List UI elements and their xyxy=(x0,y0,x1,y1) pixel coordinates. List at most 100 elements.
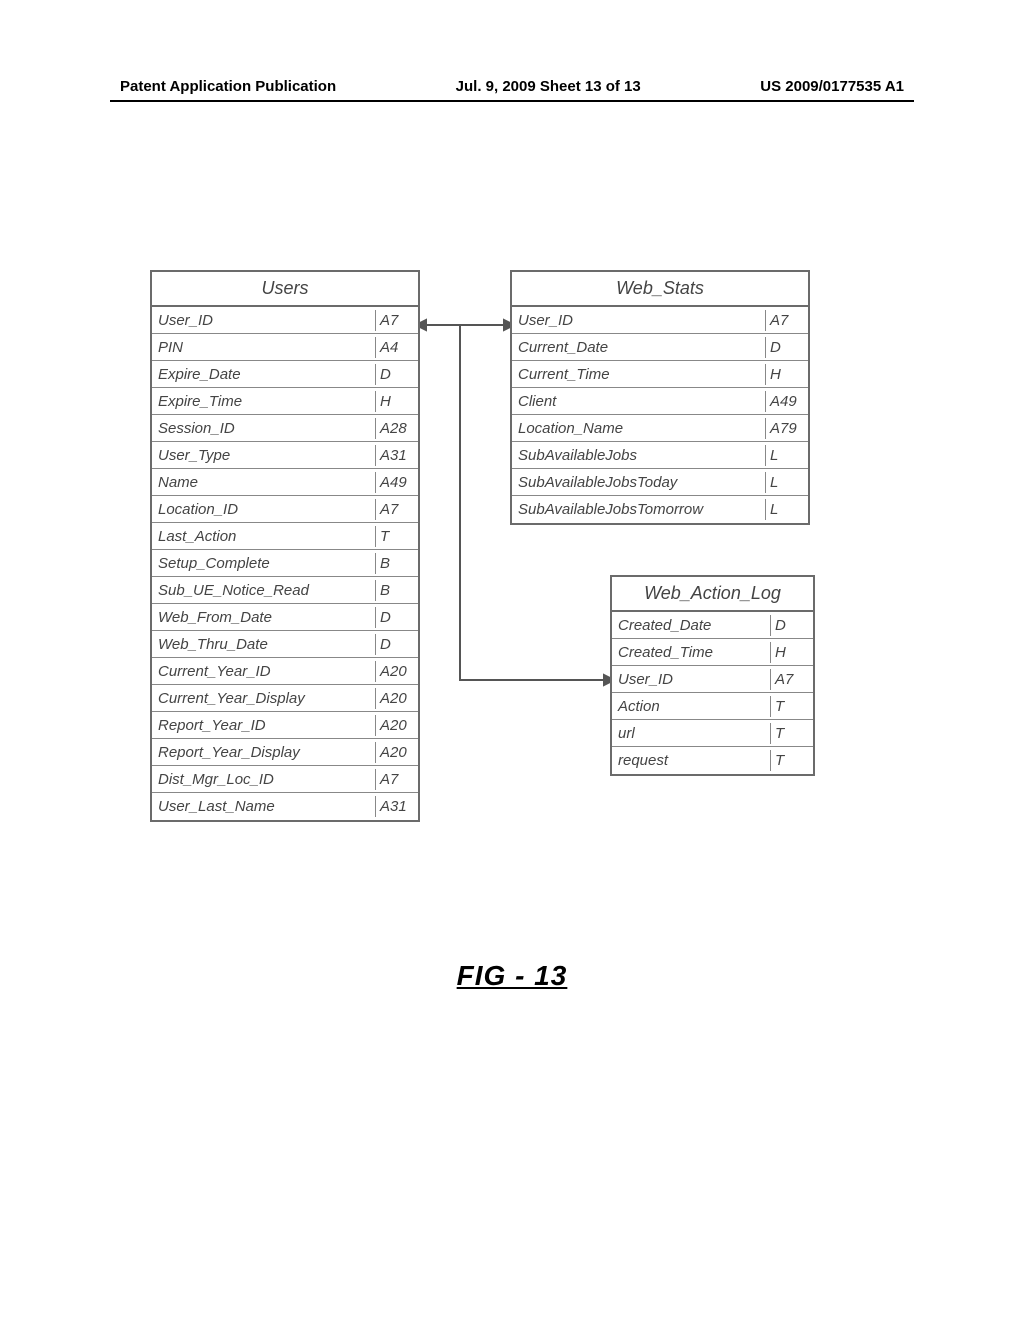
field-type: A7 xyxy=(771,669,813,690)
entity-title: Users xyxy=(152,272,418,307)
entity-row: Web_Thru_DateD xyxy=(152,631,418,658)
field-name: Sub_UE_Notice_Read xyxy=(152,580,376,601)
field-name: Web_From_Date xyxy=(152,607,376,628)
field-name: url xyxy=(612,723,771,744)
field-name: Current_Year_ID xyxy=(152,661,376,682)
field-name: PIN xyxy=(152,337,376,358)
field-name: Report_Year_ID xyxy=(152,715,376,736)
header-center: Jul. 9, 2009 Sheet 13 of 13 xyxy=(456,78,641,95)
field-type: A49 xyxy=(766,391,808,412)
entity-row: Sub_UE_Notice_ReadB xyxy=(152,577,418,604)
field-name: User_Last_Name xyxy=(152,796,376,817)
field-type: T xyxy=(376,526,418,547)
entity-row: User_TypeA31 xyxy=(152,442,418,469)
field-name: User_ID xyxy=(152,310,376,331)
field-name: Action xyxy=(612,696,771,717)
header-rule xyxy=(110,100,914,102)
field-name: Expire_Date xyxy=(152,364,376,385)
field-name: Setup_Complete xyxy=(152,553,376,574)
entity-row: Report_Year_DisplayA20 xyxy=(152,739,418,766)
field-type: A7 xyxy=(376,310,418,331)
entity-row: Last_ActionT xyxy=(152,523,418,550)
entity-row: User_Last_NameA31 xyxy=(152,793,418,820)
entity-row: PINA4 xyxy=(152,334,418,361)
field-name: User_ID xyxy=(612,669,771,690)
entity-row: Location_IDA7 xyxy=(152,496,418,523)
field-type: B xyxy=(376,553,418,574)
entity-row: ActionT xyxy=(612,693,813,720)
entity-users: UsersUser_IDA7PINA4Expire_DateDExpire_Ti… xyxy=(150,270,420,822)
entity-row: NameA49 xyxy=(152,469,418,496)
entity-row: Created_DateD xyxy=(612,612,813,639)
field-name: Created_Date xyxy=(612,615,771,636)
entity-title: Web_Stats xyxy=(512,272,808,307)
field-type: A7 xyxy=(766,310,808,331)
field-name: Created_Time xyxy=(612,642,771,663)
field-type: T xyxy=(771,750,813,771)
entity-web-action-log: Web_Action_LogCreated_DateDCreated_TimeH… xyxy=(610,575,815,776)
field-type: H xyxy=(376,391,418,412)
field-name: Current_Time xyxy=(512,364,766,385)
field-type: L xyxy=(766,472,808,493)
entity-row: Dist_Mgr_Loc_IDA7 xyxy=(152,766,418,793)
field-type: D xyxy=(376,607,418,628)
field-name: Expire_Time xyxy=(152,391,376,412)
entity-row: Expire_DateD xyxy=(152,361,418,388)
field-type: H xyxy=(766,364,808,385)
field-type: A7 xyxy=(376,499,418,520)
field-type: D xyxy=(771,615,813,636)
entity-row: User_IDA7 xyxy=(612,666,813,693)
field-name: SubAvailableJobs xyxy=(512,445,766,466)
entity-title: Web_Action_Log xyxy=(612,577,813,612)
field-type: A49 xyxy=(376,472,418,493)
figure-label: FIG - 13 xyxy=(0,960,1024,992)
field-type: H xyxy=(771,642,813,663)
field-name: Location_ID xyxy=(152,499,376,520)
header-right: US 2009/0177535 A1 xyxy=(760,78,904,95)
entity-row: requestT xyxy=(612,747,813,774)
field-type: L xyxy=(766,499,808,520)
field-type: A31 xyxy=(376,445,418,466)
entity-row: Session_IDA28 xyxy=(152,415,418,442)
field-name: request xyxy=(612,750,771,771)
field-name: Client xyxy=(512,391,766,412)
entity-row: Current_DateD xyxy=(512,334,808,361)
field-name: Name xyxy=(152,472,376,493)
field-name: Location_Name xyxy=(512,418,766,439)
entity-row: Current_TimeH xyxy=(512,361,808,388)
field-type: D xyxy=(766,337,808,358)
field-name: Web_Thru_Date xyxy=(152,634,376,655)
field-type: D xyxy=(376,634,418,655)
field-name: Report_Year_Display xyxy=(152,742,376,763)
field-name: SubAvailableJobsTomorrow xyxy=(512,499,766,520)
field-type: T xyxy=(771,723,813,744)
entity-row: Created_TimeH xyxy=(612,639,813,666)
field-name: Dist_Mgr_Loc_ID xyxy=(152,769,376,790)
field-name: Current_Year_Display xyxy=(152,688,376,709)
entity-row: Setup_CompleteB xyxy=(152,550,418,577)
field-type: D xyxy=(376,364,418,385)
entity-row: Expire_TimeH xyxy=(152,388,418,415)
entity-web-stats: Web_StatsUser_IDA7Current_DateDCurrent_T… xyxy=(510,270,810,525)
field-name: User_Type xyxy=(152,445,376,466)
entity-row: SubAvailableJobsL xyxy=(512,442,808,469)
field-type: B xyxy=(376,580,418,601)
field-name: User_ID xyxy=(512,310,766,331)
field-type: A20 xyxy=(376,715,418,736)
field-type: A20 xyxy=(376,742,418,763)
entity-row: ClientA49 xyxy=(512,388,808,415)
page-header: Patent Application Publication Jul. 9, 2… xyxy=(0,78,1024,95)
entity-row: SubAvailableJobsTomorrowL xyxy=(512,496,808,523)
field-name: SubAvailableJobsToday xyxy=(512,472,766,493)
entity-row: Web_From_DateD xyxy=(152,604,418,631)
entity-row: Report_Year_IDA20 xyxy=(152,712,418,739)
field-name: Session_ID xyxy=(152,418,376,439)
entity-row: User_IDA7 xyxy=(152,307,418,334)
field-type: A7 xyxy=(376,769,418,790)
field-name: Last_Action xyxy=(152,526,376,547)
entity-row: SubAvailableJobsTodayL xyxy=(512,469,808,496)
entity-row: Location_NameA79 xyxy=(512,415,808,442)
entity-row: urlT xyxy=(612,720,813,747)
entity-row: Current_Year_DisplayA20 xyxy=(152,685,418,712)
field-name: Current_Date xyxy=(512,337,766,358)
